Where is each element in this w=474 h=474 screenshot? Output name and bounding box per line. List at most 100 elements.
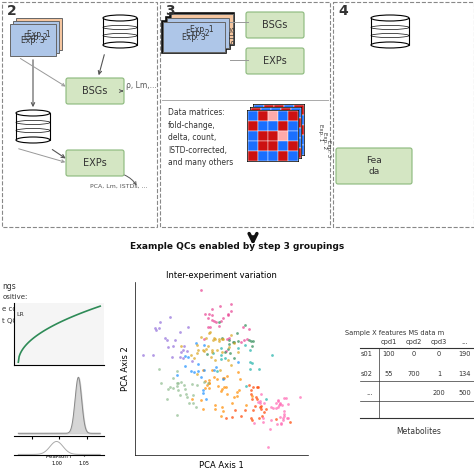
- FancyBboxPatch shape: [281, 138, 291, 148]
- Point: [228, 413, 236, 420]
- Point: [220, 383, 228, 391]
- Point: [218, 387, 225, 395]
- Point: [218, 386, 225, 393]
- Point: [188, 396, 196, 403]
- FancyBboxPatch shape: [281, 128, 291, 138]
- Point: [250, 419, 257, 427]
- Text: 2: 2: [7, 4, 17, 18]
- Point: [204, 323, 212, 330]
- FancyBboxPatch shape: [271, 128, 281, 138]
- FancyBboxPatch shape: [284, 125, 294, 135]
- Point: [179, 346, 187, 354]
- Point: [170, 342, 177, 350]
- Point: [260, 419, 267, 426]
- FancyBboxPatch shape: [163, 22, 225, 52]
- Point: [213, 346, 221, 354]
- FancyBboxPatch shape: [274, 125, 284, 135]
- Point: [194, 367, 202, 374]
- Point: [187, 352, 195, 359]
- FancyBboxPatch shape: [16, 18, 62, 50]
- Point: [253, 383, 260, 391]
- Point: [194, 360, 202, 368]
- Point: [257, 390, 265, 397]
- Point: [205, 379, 213, 386]
- Point: [257, 402, 264, 410]
- Point: [213, 367, 220, 374]
- Point: [219, 348, 226, 356]
- FancyBboxPatch shape: [284, 105, 294, 115]
- Point: [149, 351, 157, 359]
- Point: [281, 394, 288, 402]
- Point: [205, 376, 212, 383]
- Point: [231, 406, 238, 414]
- Point: [257, 405, 265, 413]
- FancyBboxPatch shape: [288, 151, 298, 161]
- Point: [243, 401, 250, 409]
- FancyBboxPatch shape: [258, 141, 268, 151]
- Point: [262, 405, 270, 413]
- Point: [284, 400, 292, 408]
- Point: [213, 375, 221, 383]
- Ellipse shape: [103, 15, 137, 21]
- FancyBboxPatch shape: [274, 135, 284, 145]
- Point: [225, 340, 232, 348]
- Ellipse shape: [16, 137, 50, 143]
- Point: [188, 357, 195, 365]
- Point: [182, 390, 190, 398]
- Point: [172, 336, 179, 344]
- Point: [257, 404, 264, 411]
- FancyBboxPatch shape: [261, 138, 271, 148]
- Point: [197, 333, 204, 341]
- Point: [192, 339, 200, 346]
- Point: [204, 314, 211, 321]
- FancyBboxPatch shape: [258, 151, 268, 161]
- Point: [206, 384, 213, 392]
- Point: [173, 379, 181, 387]
- Point: [193, 381, 201, 389]
- Point: [156, 319, 164, 326]
- FancyBboxPatch shape: [248, 151, 258, 161]
- Point: [214, 382, 221, 390]
- Point: [212, 363, 220, 371]
- Point: [277, 413, 284, 421]
- FancyBboxPatch shape: [254, 145, 264, 155]
- Title: Inter-experiment variation: Inter-experiment variation: [166, 271, 277, 280]
- Point: [206, 328, 213, 336]
- Point: [237, 339, 244, 346]
- Point: [230, 355, 238, 362]
- Point: [201, 310, 209, 318]
- Point: [182, 385, 189, 392]
- Point: [155, 365, 163, 373]
- Text: cpd2: cpd2: [405, 339, 422, 345]
- Point: [247, 414, 255, 421]
- Text: Exp. 1: Exp. 1: [318, 125, 323, 142]
- Point: [274, 403, 282, 411]
- Point: [225, 311, 232, 319]
- Point: [173, 367, 181, 375]
- Point: [248, 342, 255, 350]
- Point: [183, 347, 191, 355]
- FancyBboxPatch shape: [291, 148, 301, 158]
- Ellipse shape: [371, 15, 409, 21]
- Text: Exp. 1: Exp. 1: [27, 29, 51, 38]
- FancyBboxPatch shape: [274, 115, 284, 125]
- Point: [248, 392, 255, 400]
- FancyBboxPatch shape: [271, 148, 281, 158]
- Point: [235, 359, 242, 366]
- Point: [234, 344, 241, 352]
- Point: [202, 345, 210, 353]
- FancyBboxPatch shape: [258, 131, 268, 141]
- Point: [181, 352, 188, 360]
- Point: [200, 366, 207, 374]
- Text: e correlation: e correlation: [2, 306, 46, 312]
- FancyBboxPatch shape: [248, 121, 258, 131]
- FancyBboxPatch shape: [281, 148, 291, 158]
- Point: [217, 317, 225, 325]
- FancyBboxPatch shape: [271, 118, 281, 128]
- Text: 1: 1: [437, 371, 441, 377]
- Point: [211, 401, 219, 409]
- Point: [184, 323, 192, 331]
- FancyBboxPatch shape: [258, 121, 268, 131]
- Point: [246, 326, 253, 333]
- Point: [216, 366, 224, 374]
